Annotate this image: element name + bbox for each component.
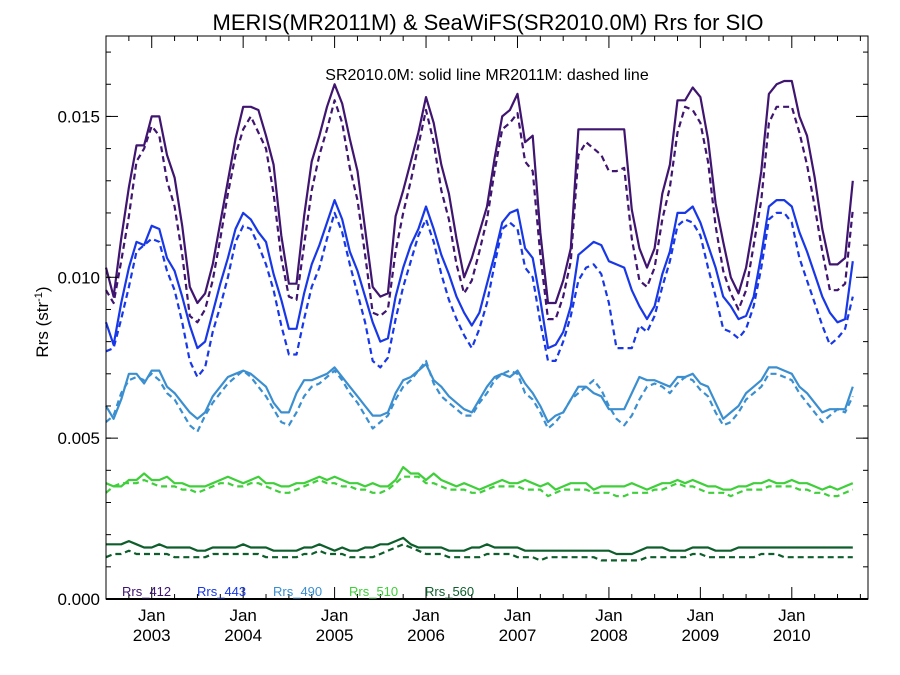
y-tick-label: 0.010	[57, 268, 100, 287]
x-tick-label-month: Jan	[687, 606, 714, 625]
legend-item-rrs-490: Rrs_490	[273, 584, 322, 599]
legend-item-rrs-560: Rrs_560	[425, 584, 474, 599]
series-line-rrs-412-solid	[104, 79, 854, 305]
legend-item-rrs-412: Rrs_412	[122, 584, 171, 599]
series-line-rrs-412-dashed	[105, 99, 854, 324]
y-axis-label-superscript: -1	[33, 292, 45, 302]
series-line-rrs-510-dashed	[105, 475, 854, 498]
series-line-rrs-490-dashed	[105, 359, 854, 433]
series-layer	[104, 79, 854, 562]
chart-title: MERIS(MR2011M) & SeaWiFS(SR2010.0M) Rrs …	[213, 10, 764, 35]
y-tick-label: 0.000	[57, 590, 100, 609]
series-line-rrs-490-solid	[105, 363, 854, 424]
x-tick-label-year: 2007	[499, 626, 537, 645]
x-tick-label-year: 2010	[773, 626, 811, 645]
series-line-rrs-443-solid	[104, 199, 854, 350]
series-line-rrs-443-dashed	[105, 211, 854, 379]
series-line-rrs-510-solid	[105, 466, 854, 491]
x-tick-label-year: 2005	[316, 626, 354, 645]
y-tick-label: 0.015	[57, 107, 100, 126]
axes-layer: 0.0000.0050.0100.015Jan2003Jan2004Jan200…	[57, 35, 869, 645]
y-axis-label-main: Rrs (str	[33, 302, 52, 358]
x-tick-label-month: Jan	[138, 606, 165, 625]
x-tick-label-month: Jan	[504, 606, 531, 625]
legend-item-rrs-443: Rrs_443	[197, 584, 246, 599]
x-tick-label-year: 2003	[133, 626, 171, 645]
y-tick-label: 0.005	[57, 429, 100, 448]
line-style-annotation: SR2010.0M: solid line MR2011M: dashed li…	[325, 67, 649, 84]
series-line-rrs-560-dashed	[105, 543, 853, 562]
x-tick-label-month: Jan	[321, 606, 348, 625]
x-tick-label-year: 2009	[681, 626, 719, 645]
x-tick-label-year: 2008	[590, 626, 628, 645]
y-axis-label: Rrs (str-1)	[33, 286, 52, 357]
legend-item-rrs-510: Rrs_510	[349, 584, 398, 599]
x-tick-label-year: 2004	[224, 626, 262, 645]
x-tick-label-month: Jan	[229, 606, 256, 625]
legend: Rrs_412 Rrs_443 Rrs_490 Rrs_510 Rrs_560	[122, 584, 474, 599]
x-tick-label-month: Jan	[412, 606, 439, 625]
x-tick-label-month: Jan	[595, 606, 622, 625]
y-axis-label-end: )	[33, 286, 52, 292]
series-line-rrs-560-solid	[106, 536, 853, 556]
x-tick-label-month: Jan	[778, 606, 805, 625]
x-tick-label-year: 2006	[407, 626, 445, 645]
